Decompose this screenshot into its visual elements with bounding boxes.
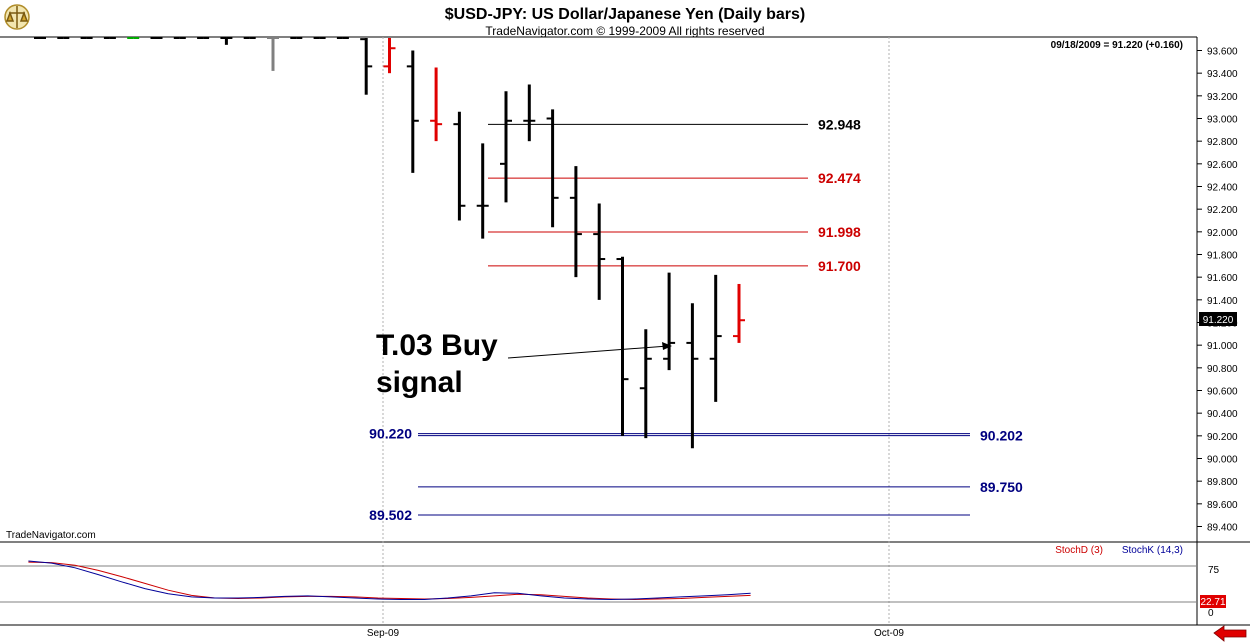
stoch-reading: 22.71 <box>1200 597 1225 608</box>
stoch-reading-marker <box>1200 595 1226 608</box>
ohlc-bar-17 <box>430 67 443 142</box>
level-label-6: 89.750 <box>980 479 1023 495</box>
ohlc-bar-10 <box>267 37 279 71</box>
ohlc-bar-20 <box>500 91 512 203</box>
annotation-line1: T.03 Buy <box>376 329 498 362</box>
x-label-sep: Sep-09 <box>367 628 400 639</box>
last-price-label: 91.220 <box>1203 315 1234 326</box>
level-label-left-4: 90.220 <box>369 426 412 442</box>
price-axis: 93.600 93.400 93.200 93.000 92.800 92.600 92.4… <box>1197 47 1238 534</box>
level-label-left-7: 89.502 <box>369 507 412 523</box>
vertical-grid <box>382 37 890 625</box>
ohlc-bar-24 <box>593 203 606 300</box>
level-label-3: 91.700 <box>818 258 861 274</box>
price-readout: 09/18/2009 = 91.220 (+0.160) <box>1051 40 1183 51</box>
y-tick-label-15: 90.600 <box>1207 387 1238 398</box>
ohlc-bar-22 <box>546 109 559 228</box>
ohlc-bar-25 <box>616 256 629 436</box>
ohlc-bar-16 <box>406 50 419 173</box>
ohlc-bar-8 <box>220 37 233 45</box>
ohlc-bar-15 <box>383 38 396 74</box>
y-tick-label-5: 92.600 <box>1207 160 1238 171</box>
ohlc-bar-27 <box>663 272 676 371</box>
x-label-oct: Oct-09 <box>874 628 904 639</box>
y-tick-label-8: 92.000 <box>1207 228 1238 239</box>
annotation-arrow <box>507 342 672 359</box>
y-tick-label-1: 93.400 <box>1207 69 1238 80</box>
ohlc-bar-30 <box>733 283 745 343</box>
y-tick-label-13: 91.000 <box>1207 341 1238 352</box>
ohlc-bar-29 <box>709 274 722 402</box>
ohlc-bar-19 <box>476 143 489 239</box>
y-tick-label-14: 90.800 <box>1207 364 1238 375</box>
y-tick-label-16: 90.400 <box>1207 409 1238 420</box>
y-tick-label-19: 89.800 <box>1207 477 1238 488</box>
ohlc-bar-14 <box>360 38 373 95</box>
y-tick-label-11: 91.400 <box>1207 296 1238 307</box>
ohlc-bar-21 <box>523 84 536 142</box>
y-tick-label-18: 90.000 <box>1207 455 1238 466</box>
chart-subtitle: TradeNavigator.com © 1999-2009 All right… <box>485 24 764 38</box>
y-tick-label-10: 91.600 <box>1207 273 1238 284</box>
y-tick-label-6: 92.400 <box>1207 183 1238 194</box>
level-label-1: 92.474 <box>818 170 861 186</box>
ohlc-bar-28 <box>686 303 699 449</box>
level-label-2: 91.998 <box>818 224 861 240</box>
scroll-left-icon[interactable] <box>1212 625 1250 642</box>
stoch-k-line <box>28 560 751 601</box>
stoch-d-legend: StochD (3) <box>1055 545 1103 556</box>
watermark-text: TradeNavigator.com <box>6 530 96 541</box>
y-tick-label-7: 92.200 <box>1207 205 1238 216</box>
stoch-tick-75: 75 <box>1208 565 1220 576</box>
annotation-line2: signal <box>376 366 463 399</box>
level-label-0: 92.948 <box>818 116 861 132</box>
stoch-tick-0: 0 <box>1208 608 1214 619</box>
level-label-5: 90.202 <box>980 428 1023 444</box>
y-tick-label-2: 93.200 <box>1207 92 1238 103</box>
y-tick-label-3: 93.000 <box>1207 115 1238 126</box>
y-tick-label-20: 89.600 <box>1207 500 1238 511</box>
chart-title: $USD-JPY: US Dollar/Japanese Yen (Daily … <box>445 6 805 23</box>
y-tick-label-21: 89.400 <box>1207 523 1238 534</box>
y-tick-label-17: 90.200 <box>1207 432 1238 443</box>
y-tick-label-9: 91.800 <box>1207 251 1238 262</box>
stoch-k-legend: StochK (14,3) <box>1122 545 1183 556</box>
ohlc-bar-18 <box>453 111 466 221</box>
y-tick-label-4: 92.800 <box>1207 137 1238 148</box>
last-price-marker <box>1199 312 1237 326</box>
price-levels: 92.948 92.474 91.998 91.700 90.220 90.202 89.7… <box>369 116 1023 523</box>
y-tick-label-0: 93.600 <box>1207 47 1238 58</box>
tradenavigator-logo-icon <box>4 4 30 30</box>
ohlc-bar-23 <box>569 166 582 278</box>
